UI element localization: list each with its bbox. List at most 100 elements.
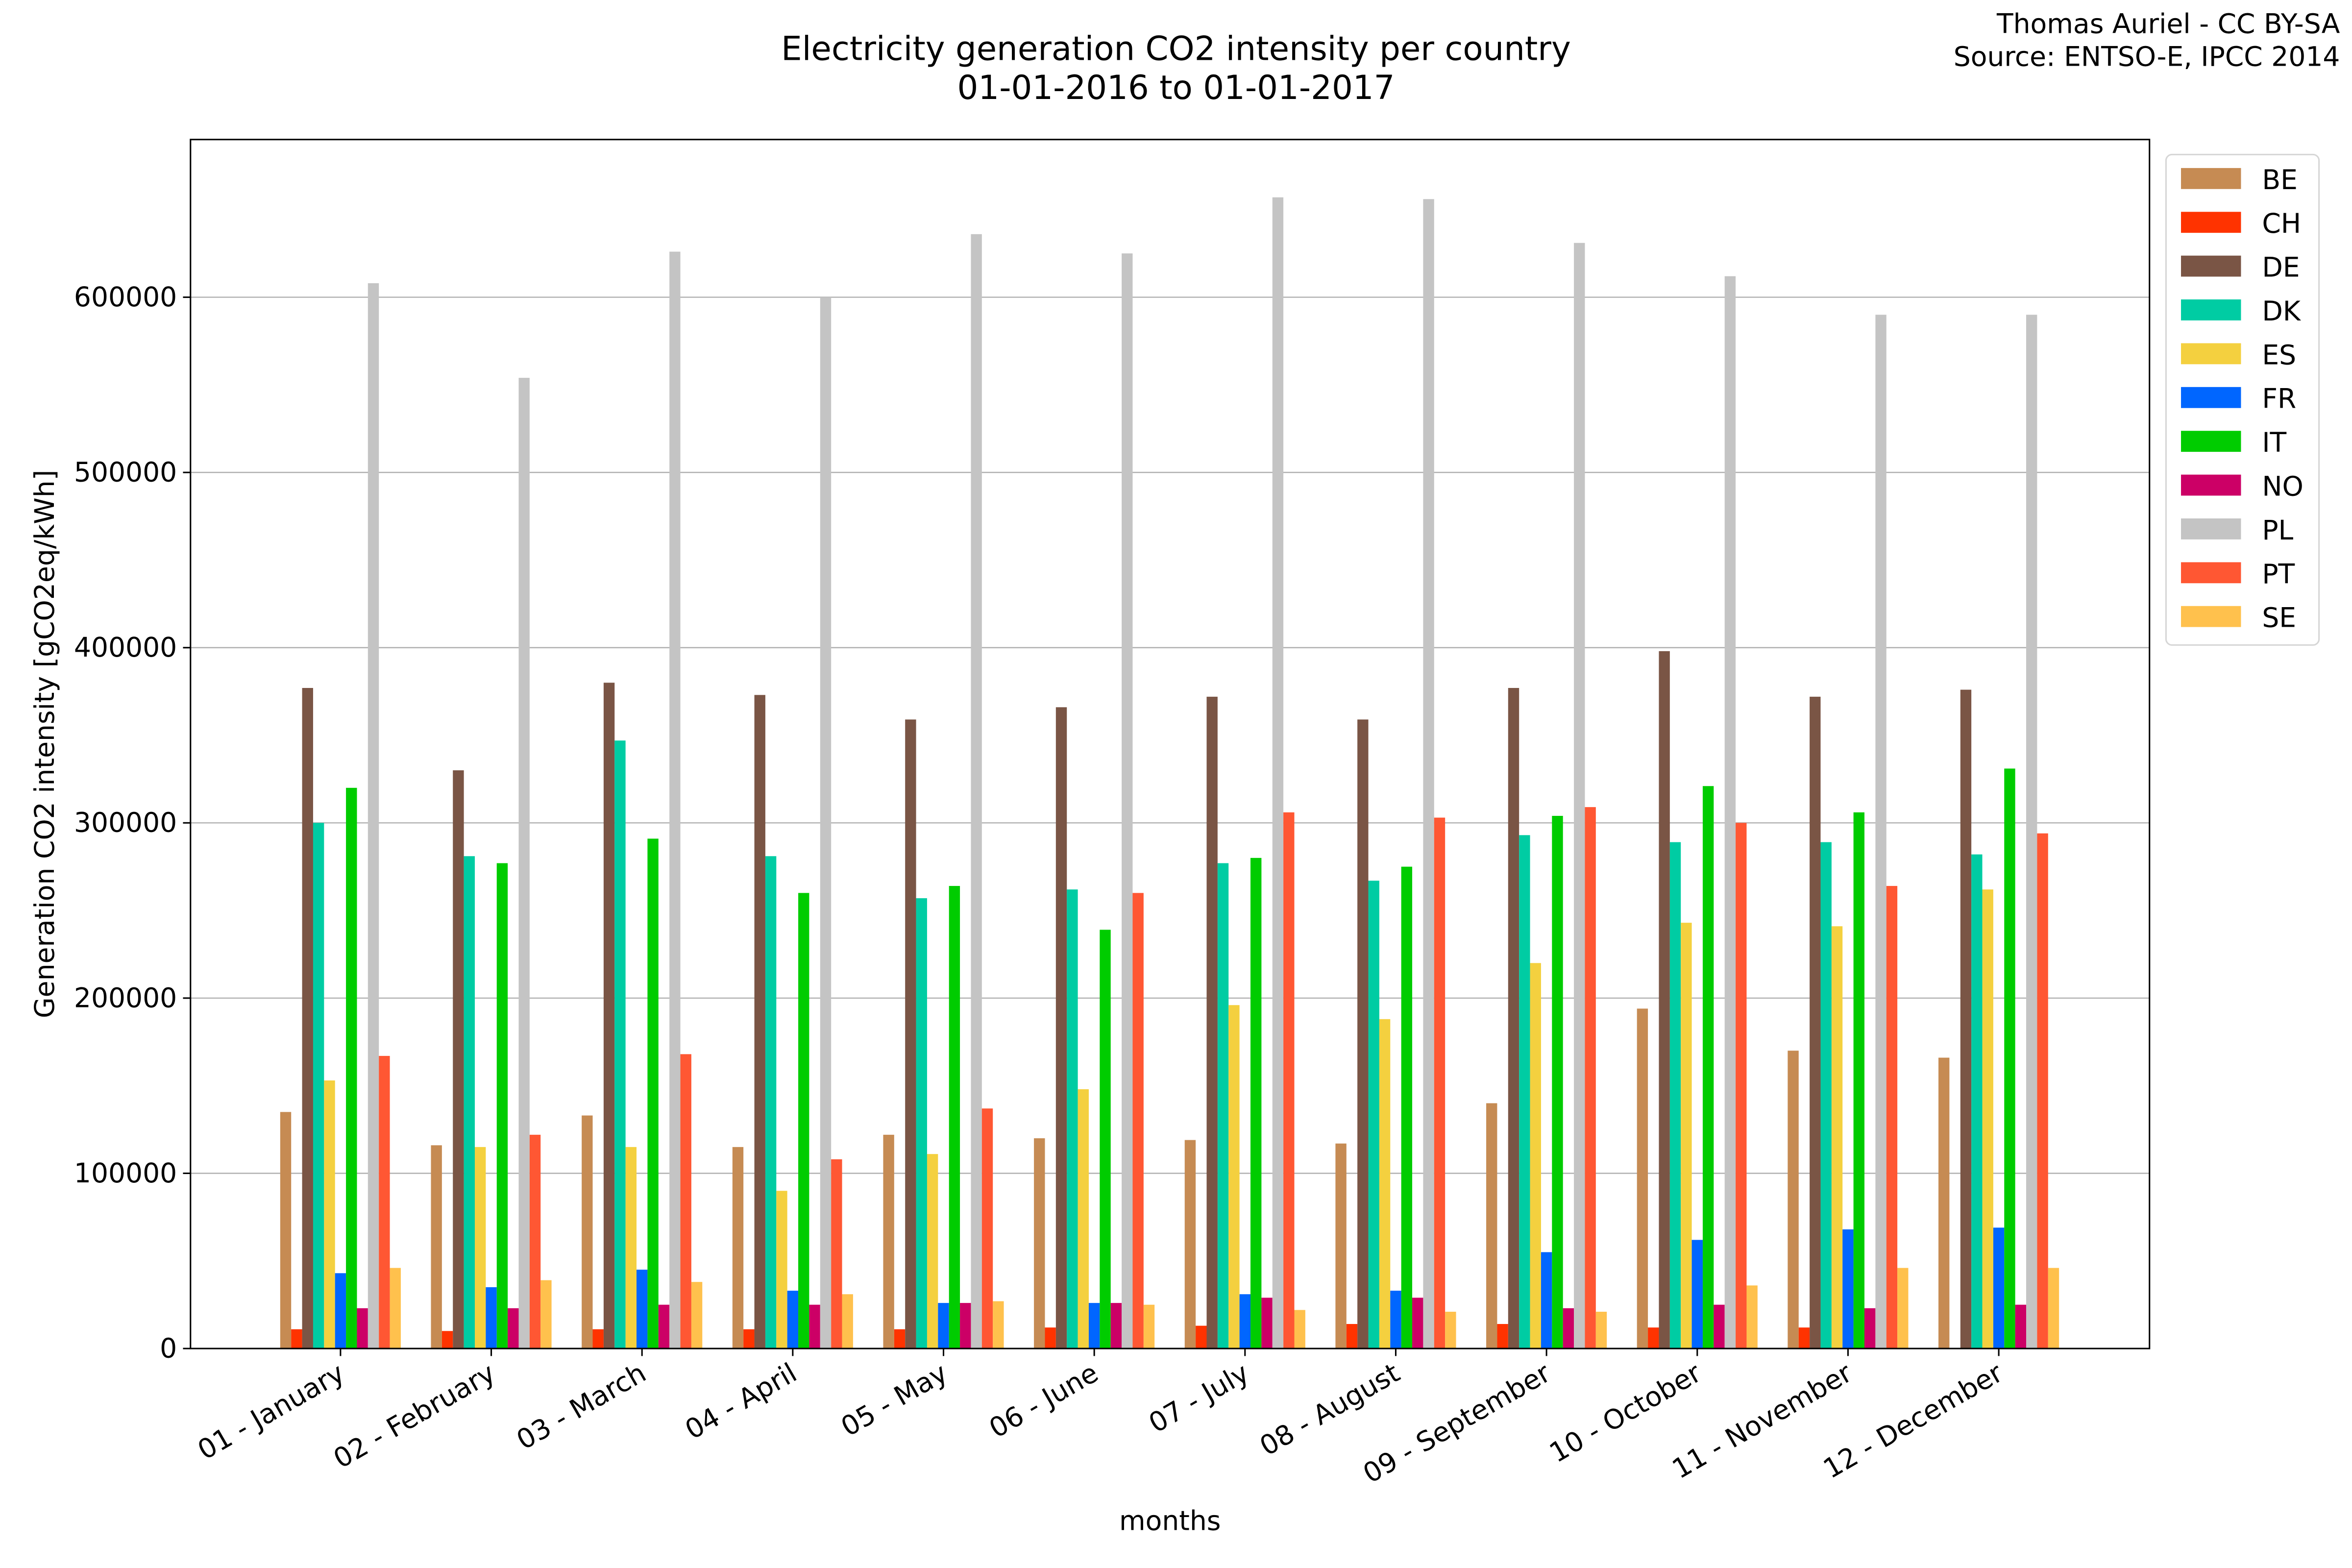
legend-label-de: DE (2262, 252, 2300, 283)
chart-title-line-1: Electricity generation CO2 intensity per… (781, 29, 1571, 68)
bar-dk-12 (1971, 854, 1983, 1349)
bar-be-10 (1637, 1008, 1648, 1349)
y-tick-label: 100000 (74, 1157, 177, 1189)
y-tick-label: 400000 (74, 632, 177, 663)
y-tick-label: 0 (160, 1332, 177, 1364)
bar-de-4 (754, 695, 765, 1349)
bar-no-5 (960, 1303, 971, 1349)
bar-es-5 (927, 1154, 938, 1349)
bar-fr-8 (1390, 1291, 1401, 1349)
bar-se-3 (691, 1282, 703, 1349)
bar-de-9 (1508, 687, 1519, 1349)
legend-label-se: SE (2262, 602, 2296, 634)
bar-pl-9 (1574, 243, 1585, 1349)
bar-pt-3 (680, 1054, 691, 1349)
bar-pt-10 (1736, 823, 1747, 1349)
bar-pt-8 (1434, 817, 1446, 1349)
bar-pl-7 (1272, 197, 1284, 1349)
bar-pt-1 (379, 1055, 390, 1349)
bar-de-11 (1810, 696, 1821, 1349)
bar-ch-8 (1346, 1324, 1358, 1349)
bar-fr-9 (1541, 1252, 1552, 1349)
bar-se-5 (993, 1301, 1004, 1349)
bar-de-3 (603, 683, 615, 1349)
bar-ch-11 (1798, 1327, 1810, 1349)
bar-fr-5 (938, 1303, 949, 1349)
bar-it-7 (1250, 858, 1262, 1349)
bar-be-2 (431, 1145, 442, 1349)
legend-label-no: NO (2262, 470, 2303, 502)
bar-es-3 (625, 1147, 637, 1349)
legend-swatch-be (2181, 168, 2241, 189)
bar-dk-2 (464, 856, 475, 1349)
bar-es-7 (1228, 1005, 1240, 1349)
bar-no-8 (1412, 1298, 1423, 1349)
bar-se-8 (1445, 1311, 1456, 1349)
y-tick-label: 600000 (74, 281, 177, 313)
bar-be-9 (1486, 1103, 1497, 1349)
bar-pl-6 (1122, 253, 1133, 1349)
legend-swatch-ch (2181, 212, 2241, 233)
legend: BE CH DE DK ES FR IT NO PL PT SE (2165, 153, 2320, 646)
bar-fr-6 (1088, 1303, 1100, 1349)
legend-swatch-dk (2181, 299, 2241, 320)
bar-se-2 (540, 1280, 552, 1349)
bar-it-10 (1702, 786, 1714, 1349)
bar-dk-5 (916, 898, 927, 1349)
bar-es-6 (1078, 1089, 1089, 1349)
bar-pl-10 (1724, 276, 1736, 1349)
y-tick-label: 300000 (74, 807, 177, 838)
bar-it-9 (1552, 816, 1563, 1349)
legend-label-pt: PT (2262, 558, 2295, 589)
legend-swatch-de (2181, 255, 2241, 277)
bar-se-7 (1294, 1310, 1305, 1349)
legend-swatch-se (2181, 606, 2241, 627)
bar-fr-2 (486, 1287, 497, 1349)
bar-be-8 (1335, 1143, 1347, 1349)
bar-no-9 (1563, 1308, 1574, 1349)
bar-pl-8 (1423, 199, 1434, 1349)
bar-es-10 (1681, 923, 1692, 1349)
bar-de-2 (453, 770, 464, 1349)
legend-swatch-pt (2181, 562, 2241, 584)
legend-label-ch: CH (2262, 208, 2301, 239)
x-tick-label: 05 - May (835, 1357, 953, 1443)
legend-swatch-it (2181, 431, 2241, 452)
bar-es-9 (1530, 963, 1541, 1349)
bar-pl-2 (518, 378, 530, 1349)
bar-it-3 (647, 838, 659, 1349)
bar-fr-4 (787, 1291, 799, 1349)
x-tick-label: 03 - March (511, 1357, 651, 1456)
bar-se-6 (1143, 1304, 1155, 1349)
credit-author: Thomas Auriel - CC BY-SA (1996, 8, 2340, 39)
x-tick-label: 06 - June (984, 1357, 1103, 1444)
bar-ch-9 (1497, 1324, 1508, 1349)
x-tick-label: 04 - April (680, 1357, 802, 1446)
bar-dk-4 (765, 856, 777, 1349)
bar-es-11 (1831, 926, 1843, 1349)
bar-be-7 (1184, 1140, 1196, 1349)
bar-se-12 (2048, 1268, 2059, 1349)
bar-se-9 (1595, 1311, 1607, 1349)
plot-frame (190, 139, 2151, 1349)
bar-pt-4 (831, 1159, 842, 1349)
bar-se-1 (390, 1268, 401, 1349)
bar-ch-1 (291, 1329, 302, 1349)
y-axis-label: Generation CO2 intensity [gCO2eq/kWh] (29, 470, 60, 1018)
bar-de-8 (1357, 719, 1369, 1349)
legend-label-pl: PL (2262, 514, 2293, 546)
legend-swatch-pl (2181, 518, 2241, 539)
bar-pl-4 (820, 297, 832, 1349)
bar-be-4 (732, 1147, 744, 1349)
x-tick-label: 08 - August (1254, 1357, 1405, 1462)
x-tick-label: 01 - January (192, 1357, 349, 1466)
legend-label-dk: DK (2262, 295, 2301, 327)
x-tick-label: 07 - July (1143, 1357, 1254, 1439)
bar-pt-11 (1886, 886, 1898, 1349)
bar-se-10 (1746, 1285, 1758, 1349)
bar-ch-4 (743, 1329, 755, 1349)
bar-se-4 (842, 1294, 853, 1349)
bar-dk-8 (1368, 881, 1379, 1349)
bar-fr-10 (1691, 1240, 1703, 1349)
